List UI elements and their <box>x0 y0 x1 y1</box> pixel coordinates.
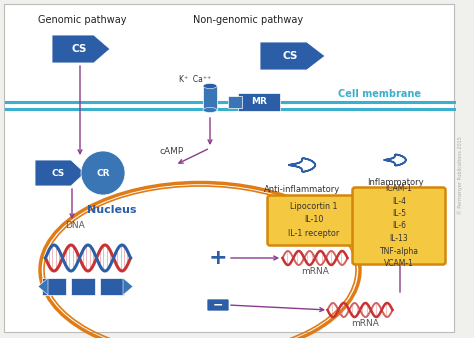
Polygon shape <box>38 278 48 295</box>
Text: K⁺  Ca⁺⁺: K⁺ Ca⁺⁺ <box>179 75 211 84</box>
Bar <box>203 86 217 110</box>
Text: MR: MR <box>251 97 267 106</box>
Text: CS: CS <box>72 44 87 54</box>
Polygon shape <box>123 278 133 295</box>
Bar <box>100 278 124 295</box>
Ellipse shape <box>203 107 217 113</box>
Text: mRNA: mRNA <box>351 319 379 329</box>
Text: © Permanyer Publications 2015: © Permanyer Publications 2015 <box>457 136 463 214</box>
Polygon shape <box>52 35 110 63</box>
Text: +: + <box>209 248 228 268</box>
Text: CR: CR <box>96 169 110 177</box>
Polygon shape <box>35 160 85 186</box>
Text: Anti-inflammatory
mediators: Anti-inflammatory mediators <box>264 185 340 205</box>
FancyBboxPatch shape <box>4 4 454 332</box>
Circle shape <box>81 151 125 195</box>
Bar <box>238 93 280 111</box>
Text: Inflammatory
mediators: Inflammatory mediators <box>367 178 423 198</box>
Text: Cell membrane: Cell membrane <box>338 89 421 99</box>
Text: Lipocortin 1
IL-10
IL-1 receptor: Lipocortin 1 IL-10 IL-1 receptor <box>288 202 340 238</box>
Bar <box>71 278 95 295</box>
Bar <box>228 96 242 108</box>
Text: mRNA: mRNA <box>301 267 329 276</box>
Text: CS: CS <box>52 169 65 177</box>
Text: cAMP: cAMP <box>160 147 184 156</box>
FancyBboxPatch shape <box>207 299 229 311</box>
Text: ICAM-1
IL-4
IL-5
IL-6
IL-13
TNF-alpha
VCAM-1: ICAM-1 IL-4 IL-5 IL-6 IL-13 TNF-alpha VC… <box>380 184 419 268</box>
FancyBboxPatch shape <box>353 188 446 265</box>
Text: Non-genomic pathway: Non-genomic pathway <box>193 15 303 25</box>
Ellipse shape <box>203 83 217 89</box>
Text: −: − <box>213 298 223 312</box>
Text: CS: CS <box>283 51 298 61</box>
Bar <box>42 278 66 295</box>
Text: DNA: DNA <box>65 220 85 230</box>
Polygon shape <box>260 42 325 70</box>
FancyBboxPatch shape <box>267 195 361 245</box>
Text: Genomic pathway: Genomic pathway <box>38 15 126 25</box>
Text: Nucleus: Nucleus <box>87 205 137 215</box>
